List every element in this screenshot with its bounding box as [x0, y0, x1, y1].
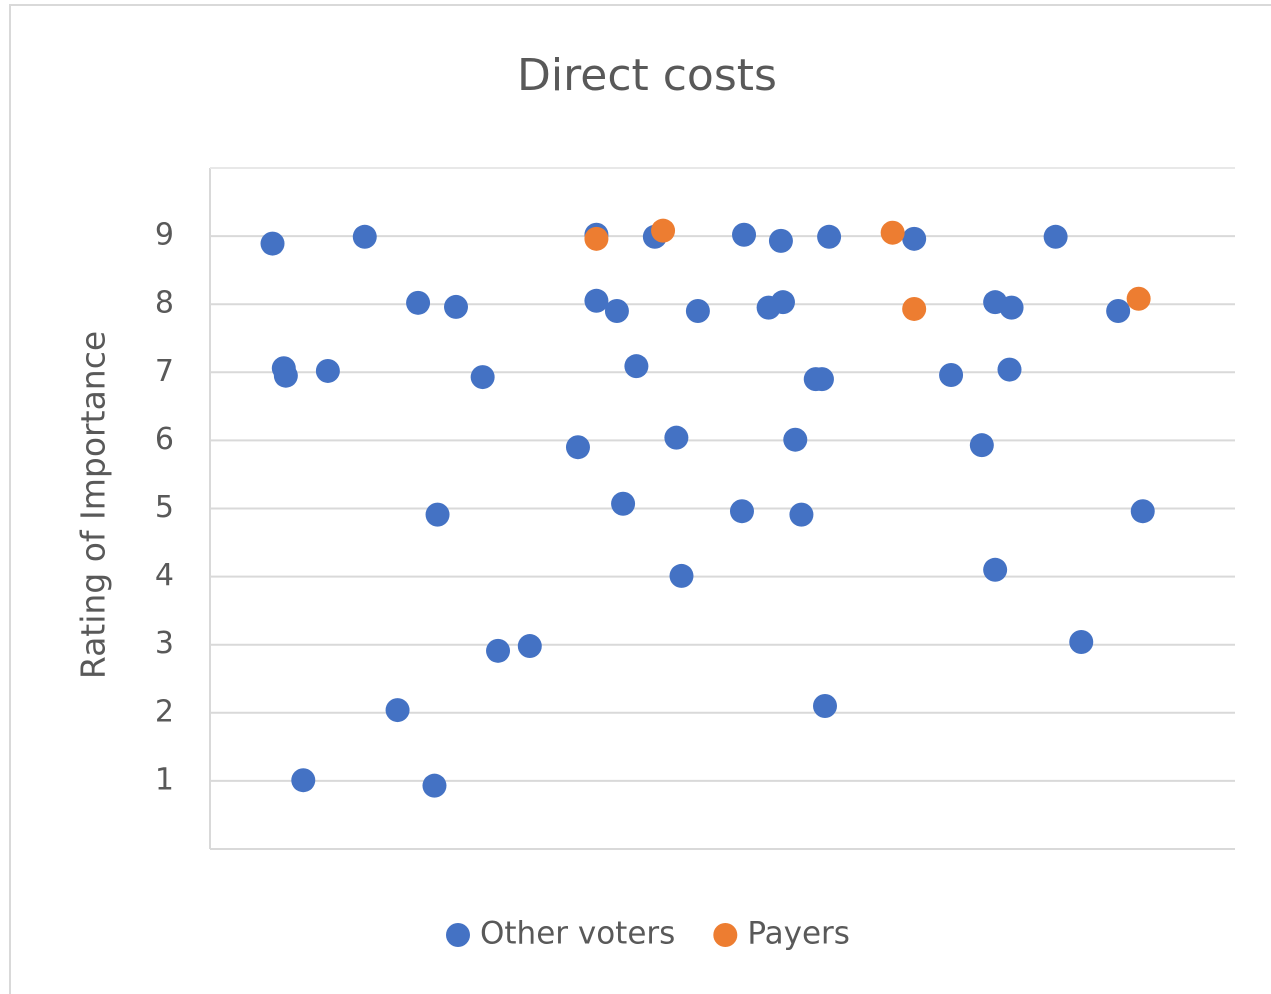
y-tick-label: 1: [155, 762, 174, 797]
point: [425, 502, 450, 527]
point: [768, 228, 793, 253]
chart-frame: [9, 4, 1271, 994]
y-tick-label: 8: [155, 286, 174, 321]
point: [315, 358, 340, 383]
point: [470, 365, 495, 390]
y-tick-label: 3: [155, 626, 174, 661]
y-tick-label: 7: [155, 354, 174, 389]
point: [783, 427, 808, 452]
point: [604, 299, 629, 324]
point: [486, 638, 511, 663]
point: [1130, 499, 1155, 524]
legend-marker: [446, 923, 470, 947]
point: [584, 288, 609, 313]
y-tick-label: 6: [155, 422, 174, 457]
point: [1126, 286, 1151, 311]
point: [770, 290, 795, 315]
y-tick-label: 9: [155, 218, 174, 253]
point: [813, 693, 837, 718]
point: [817, 224, 842, 249]
point: [789, 502, 814, 527]
point: [983, 557, 1008, 582]
point: [422, 773, 447, 798]
point: [565, 435, 590, 460]
point: [902, 296, 927, 321]
point: [584, 226, 609, 251]
point: [517, 634, 542, 659]
legend-marker: [713, 923, 738, 947]
chart-title: Direct costs: [517, 50, 777, 101]
point: [939, 363, 964, 388]
point: [729, 499, 754, 524]
point: [385, 698, 410, 723]
point: [880, 220, 905, 245]
point: [611, 491, 636, 516]
y-tick-label: 2: [155, 694, 174, 729]
point: [997, 357, 1022, 382]
point: [669, 563, 694, 588]
y-tick-label: 4: [155, 558, 174, 593]
point: [444, 294, 468, 319]
point: [1043, 224, 1068, 249]
point: [732, 222, 757, 247]
point: [969, 433, 994, 458]
point: [999, 295, 1024, 320]
point: [624, 354, 649, 379]
y-axis-label: Rating of Importance: [74, 331, 113, 679]
point: [406, 290, 431, 315]
point: [273, 363, 298, 388]
y-tick-label: 5: [155, 490, 174, 525]
point: [664, 425, 689, 450]
legend-label: Other voters: [480, 916, 675, 952]
point: [291, 768, 316, 793]
legend-label: Payers: [747, 916, 850, 952]
point: [809, 367, 834, 392]
point: [260, 231, 285, 256]
point: [352, 224, 377, 249]
point: [1106, 299, 1131, 324]
point: [1069, 629, 1094, 654]
point: [685, 299, 710, 324]
point: [902, 226, 927, 251]
point: [651, 218, 676, 243]
